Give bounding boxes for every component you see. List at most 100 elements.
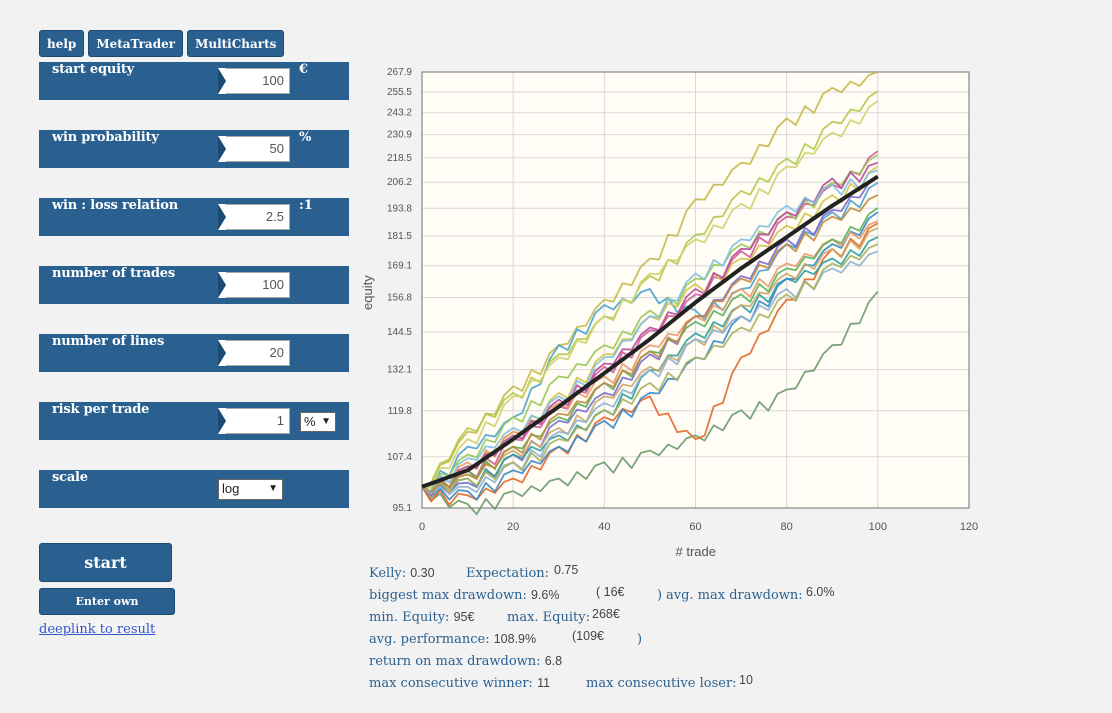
kelly-label: Kelly: xyxy=(369,566,407,581)
performance-close-paren: ) xyxy=(637,632,643,647)
x-tick-label: 20 xyxy=(507,521,519,533)
y-tick-label: 132.1 xyxy=(387,365,412,376)
y-tick-label: 156.8 xyxy=(387,292,412,303)
y-tick-label: 169.1 xyxy=(387,261,412,272)
y-tick-label: 218.5 xyxy=(387,153,412,164)
expectation-value: 0.75 xyxy=(554,563,579,577)
equity-series-line xyxy=(421,243,879,494)
number-of-lines-label: number of lines xyxy=(52,334,165,349)
metatrader-button[interactable]: MetaTrader xyxy=(88,30,184,57)
equity-series-line xyxy=(421,181,879,493)
number-of-trades-input[interactable]: 100 xyxy=(226,272,290,298)
avg-performance-label: avg. performance: xyxy=(369,632,490,647)
equity-series-line xyxy=(421,291,879,516)
win-loss-input[interactable]: 2.5 xyxy=(226,204,290,230)
input-arrow-icon xyxy=(218,340,226,366)
help-button[interactable]: help xyxy=(39,30,85,57)
max-consecutive-loser-value: 10 xyxy=(739,673,753,687)
win-probability-label: win probability xyxy=(52,130,159,145)
input-arrow-icon xyxy=(218,68,226,94)
y-tick-label: 144.5 xyxy=(387,327,412,338)
avg-performance-value: 108.9% xyxy=(493,632,537,646)
return-on-max-drawdown-label: return on max drawdown: xyxy=(369,654,541,669)
avg-max-drawdown-value: 6.0% xyxy=(806,585,835,599)
y-tick-label: 181.5 xyxy=(387,231,412,242)
win-loss-row: win : loss relation 2.5 :1 xyxy=(39,198,349,236)
biggest-max-drawdown-value: 9.6% xyxy=(530,588,560,602)
deeplink-to-result-link[interactable]: deeplink to result xyxy=(39,622,156,637)
kelly-value: 0.30 xyxy=(410,566,435,580)
risk-per-trade-label: risk per trade xyxy=(52,402,150,417)
y-tick-label: 243.2 xyxy=(387,108,412,119)
input-arrow-icon xyxy=(218,408,226,434)
y-tick-label: 107.4 xyxy=(387,452,412,463)
win-probability-row: win probability 50 % xyxy=(39,130,349,168)
equity-series-line xyxy=(421,169,879,495)
y-tick-label: 230.9 xyxy=(387,130,412,141)
risk-per-trade-input[interactable]: 1 xyxy=(226,408,290,434)
y-tick-label: 95.1 xyxy=(393,503,413,514)
stats-row-performance: avg. performance: 108.9% (109€ ) xyxy=(369,629,642,651)
max-consecutive-winner-label: max consecutive winner: xyxy=(369,676,533,691)
multicharts-button[interactable]: MultiCharts xyxy=(187,30,285,57)
equity-series-line xyxy=(421,194,879,493)
y-tick-label: 193.8 xyxy=(387,203,412,214)
input-arrow-icon xyxy=(218,272,226,298)
risk-per-trade-row: risk per trade 1 % ▼ xyxy=(39,402,349,440)
scale-value: log xyxy=(222,481,240,496)
x-tick-label: 60 xyxy=(689,521,701,533)
avg-performance-abs: (109€ xyxy=(572,629,604,643)
start-equity-row: start equity 100 € xyxy=(39,62,349,100)
equity-series-line xyxy=(421,71,879,488)
plot-border xyxy=(421,71,970,509)
number-of-trades-label: number of trades xyxy=(52,266,175,281)
min-equity-label: min. Equity: xyxy=(369,610,450,625)
stats-row-equity: min. Equity: 95€ max. Equity: 268€ xyxy=(369,607,620,629)
equity-series-line xyxy=(421,90,879,488)
min-equity-value: 95€ xyxy=(453,610,475,624)
stats-row-kelly: Kelly: 0.30 Expectation: 0.75 xyxy=(369,563,578,585)
y-axis-label: equity xyxy=(360,275,375,310)
biggest-max-drawdown-label: biggest max drawdown: xyxy=(369,588,527,603)
scale-select[interactable]: log ▼ xyxy=(218,479,283,500)
stats-panel: Kelly: 0.30 Expectation: 0.75 biggest ma… xyxy=(369,563,835,695)
win-probability-input[interactable]: 50 xyxy=(226,136,290,162)
x-tick-label: 40 xyxy=(598,521,610,533)
chevron-down-icon: ▼ xyxy=(268,483,278,494)
stats-row-romd: return on max drawdown: 6.8 xyxy=(369,651,562,673)
equity-series-line xyxy=(421,100,879,489)
top-button-bar: help MetaTrader MultiCharts xyxy=(39,30,285,57)
win-loss-label: win : loss relation xyxy=(52,198,178,213)
return-on-max-drawdown-value: 6.8 xyxy=(544,654,563,668)
avg-max-drawdown-label: avg. max drawdown: xyxy=(666,588,803,603)
y-tick-label: 267.9 xyxy=(387,67,412,78)
own-trackrecord-button[interactable]: Enter own Trackrecord xyxy=(39,588,175,633)
expectation-label: Expectation: xyxy=(466,566,550,581)
drawdown-close-paren: ) xyxy=(657,588,663,603)
input-arrow-icon xyxy=(218,136,226,162)
max-consecutive-winner-value: 11 xyxy=(537,676,551,690)
win-probability-unit: % xyxy=(299,130,312,145)
average-equity-line xyxy=(421,174,879,489)
biggest-max-drawdown-abs: ( 16€ xyxy=(596,585,625,599)
start-equity-unit: € xyxy=(299,62,309,77)
number-of-lines-row: number of lines 20 xyxy=(39,334,349,372)
start-simulation-button[interactable]: start simulation xyxy=(39,543,172,609)
x-tick-label: 0 xyxy=(419,521,425,533)
x-tick-label: 100 xyxy=(869,521,887,533)
max-equity-value: 268€ xyxy=(592,607,620,621)
number-of-lines-input[interactable]: 20 xyxy=(226,340,290,366)
start-equity-input[interactable]: 100 xyxy=(226,68,290,94)
win-loss-unit: :1 xyxy=(299,198,313,213)
max-equity-label: max. Equity: xyxy=(507,610,590,625)
number-of-trades-row: number of trades 100 xyxy=(39,266,349,304)
chevron-down-icon: ▼ xyxy=(321,416,331,427)
equity-series-line xyxy=(421,154,879,489)
x-tick-label: 80 xyxy=(781,521,793,533)
x-tick-label: 120 xyxy=(960,521,978,533)
stats-row-consecutive: max consecutive winner: 11 max consecuti… xyxy=(369,673,753,695)
scale-row: scale log ▼ xyxy=(39,470,349,508)
equity-chart: 95.1 107.4 119.8 132.1 144.5 156.8 169.1 181.5 1… xyxy=(360,67,978,559)
risk-unit-select[interactable]: % ▼ xyxy=(300,412,336,432)
stats-row-drawdown: biggest max drawdown: 9.6% ( 16€ ) avg. … xyxy=(369,585,835,607)
